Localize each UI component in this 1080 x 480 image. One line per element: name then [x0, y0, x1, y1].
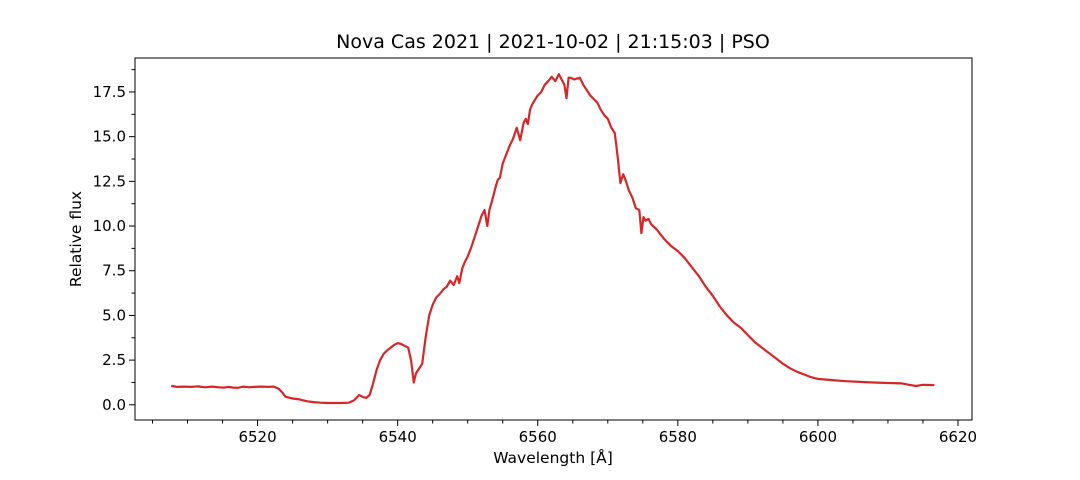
x-axis-ticks: 6520 6540 6560 6580 6600 6620	[152, 420, 977, 446]
flux-series-line	[171, 72, 935, 405]
x-tick-label: 6560	[519, 428, 557, 446]
y-tick-label: 0.0	[102, 396, 126, 414]
x-tick-label: 6600	[799, 428, 837, 446]
y-tick-label: 15.0	[93, 128, 126, 146]
x-tick-label: 6580	[659, 428, 697, 446]
x-tick-label: 6620	[939, 428, 977, 446]
chart-title: Nova Cas 2021 | 2021-10-02 | 21:15:03 | …	[336, 31, 770, 53]
y-tick-label: 7.5	[102, 262, 126, 280]
y-tick-label: 2.5	[102, 351, 126, 369]
y-tick-label: 17.5	[93, 83, 126, 101]
x-tick-label: 6540	[379, 428, 417, 446]
y-tick-label: 10.0	[93, 217, 126, 235]
y-axis-ticks: 0.0 2.5 5.0 7.5 10.0 12.5 15.0 17.5	[93, 69, 135, 414]
x-tick-label: 6520	[238, 428, 276, 446]
y-tick-label: 12.5	[93, 172, 126, 190]
plot-frame	[134, 57, 973, 421]
y-axis-title: Relative flux	[67, 191, 85, 287]
y-tick-label: 5.0	[102, 306, 126, 324]
x-axis-title: Wavelength [Å]	[493, 448, 613, 467]
